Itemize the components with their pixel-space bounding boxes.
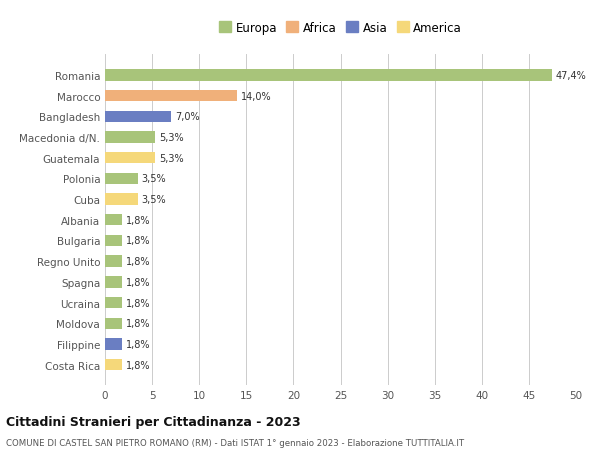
Text: 1,8%: 1,8%: [126, 236, 150, 246]
Text: 7,0%: 7,0%: [175, 112, 199, 122]
Text: Cittadini Stranieri per Cittadinanza - 2023: Cittadini Stranieri per Cittadinanza - 2…: [6, 415, 301, 428]
Bar: [105, 112, 171, 123]
Text: 1,8%: 1,8%: [126, 298, 150, 308]
Text: 5,3%: 5,3%: [158, 153, 184, 163]
Text: 1,8%: 1,8%: [126, 339, 150, 349]
Bar: [105, 153, 155, 164]
Bar: [105, 256, 122, 267]
Text: 1,8%: 1,8%: [126, 277, 150, 287]
Bar: [105, 339, 122, 350]
Bar: [105, 215, 122, 226]
Text: 1,8%: 1,8%: [126, 215, 150, 225]
Bar: [105, 70, 551, 81]
Bar: [105, 297, 122, 308]
Text: COMUNE DI CASTEL SAN PIETRO ROMANO (RM) - Dati ISTAT 1° gennaio 2023 - Elaborazi: COMUNE DI CASTEL SAN PIETRO ROMANO (RM) …: [6, 438, 464, 448]
Text: 1,8%: 1,8%: [126, 319, 150, 329]
Bar: [105, 277, 122, 288]
Text: 3,5%: 3,5%: [142, 174, 166, 184]
Bar: [105, 174, 138, 185]
Bar: [105, 235, 122, 246]
Text: 3,5%: 3,5%: [142, 195, 166, 205]
Bar: [105, 194, 138, 205]
Text: 47,4%: 47,4%: [555, 71, 586, 81]
Bar: [105, 318, 122, 329]
Text: 14,0%: 14,0%: [241, 91, 271, 101]
Bar: [105, 359, 122, 370]
Legend: Europa, Africa, Asia, America: Europa, Africa, Asia, America: [215, 18, 466, 38]
Text: 1,8%: 1,8%: [126, 257, 150, 267]
Text: 5,3%: 5,3%: [158, 133, 184, 143]
Bar: [105, 91, 237, 102]
Text: 1,8%: 1,8%: [126, 360, 150, 370]
Bar: [105, 132, 155, 143]
